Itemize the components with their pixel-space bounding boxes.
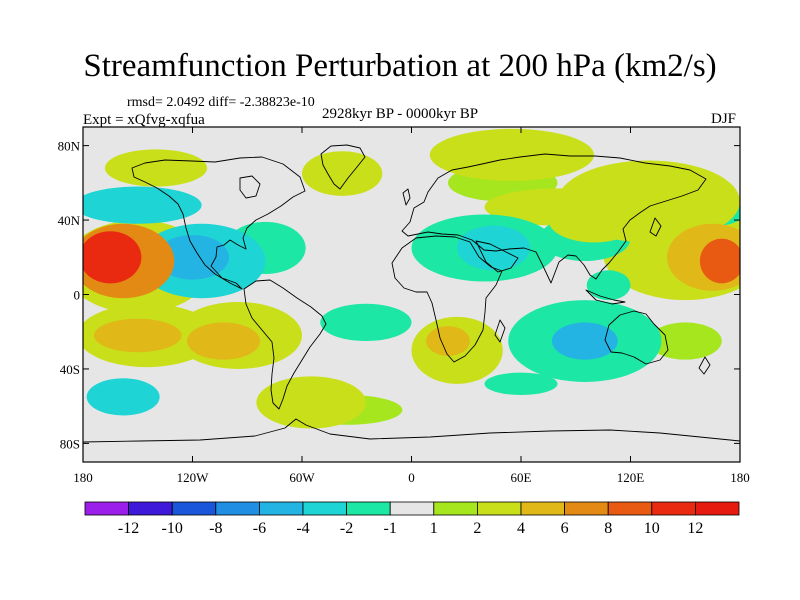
coast-new-zealand xyxy=(698,356,711,375)
coast-antarctica xyxy=(83,418,740,443)
field-blob-31 xyxy=(187,322,261,360)
field-blob-20 xyxy=(83,186,202,224)
coast-hudson-bay xyxy=(239,175,261,199)
coast-madagascar xyxy=(494,319,506,343)
x-tick-label-3: 0 xyxy=(408,470,415,485)
field-blob-25 xyxy=(302,151,383,196)
y-tick-label-2: 0 xyxy=(74,288,81,303)
field-blob-35 xyxy=(83,231,142,284)
colorbar-label-10: 6 xyxy=(561,520,569,537)
colorbar-label-7: 1 xyxy=(430,520,438,537)
coast-south-america xyxy=(243,279,327,410)
coast-japan xyxy=(649,217,662,237)
coast-greenland xyxy=(320,144,366,190)
colorbar-label-1: -10 xyxy=(162,520,183,537)
colorbar-box-4 xyxy=(258,501,304,516)
colorbar-box-5 xyxy=(302,501,347,516)
period-label: 2928kyr BP - 0000kyr BP xyxy=(322,106,479,122)
axes: 80N 40N 0 40S 80S 180 120W 60W 0 60E 120E 180 xyxy=(58,127,750,485)
field-blob-12 xyxy=(484,372,558,396)
coast-australia xyxy=(604,310,669,365)
field-blob-24 xyxy=(256,376,366,429)
colorbar-box-14 xyxy=(695,501,740,516)
stats-line: rmsd= 2.0492 diff= -2.38823e-10 xyxy=(127,95,315,110)
colorbar-label-4: -4 xyxy=(296,520,309,537)
colorbar-box-13 xyxy=(651,501,696,516)
colorbar-label-6: -1 xyxy=(384,520,397,537)
field-blob-10 xyxy=(320,303,412,342)
colorbar: -12 -10 -8 -6 -4 -2 -1 1 2 4 6 8 10 12 xyxy=(84,501,740,537)
colorbar-box-11 xyxy=(564,501,609,516)
colorbar-box-2 xyxy=(171,501,217,516)
x-tick-label-0: 180 xyxy=(73,470,93,485)
coast-eurasia xyxy=(401,153,707,284)
y-tick-label-1: 40N xyxy=(58,213,81,228)
coast-africa xyxy=(391,235,503,363)
field-blob-34 xyxy=(699,238,740,284)
colorbar-box-10 xyxy=(520,501,565,516)
colorbar-label-0: -12 xyxy=(118,520,139,537)
colorbar-box-3 xyxy=(215,501,260,516)
coast-north-america xyxy=(131,156,306,290)
field-blob-17 xyxy=(548,197,640,243)
y-tick-label-3: 40S xyxy=(60,362,80,377)
field-blob-9 xyxy=(586,270,631,301)
field-blob-27 xyxy=(93,318,182,353)
field-blob-30 xyxy=(552,322,618,360)
colorbar-label-9: 4 xyxy=(517,520,525,537)
colorbar-box-6 xyxy=(346,501,391,516)
field-blob-28 xyxy=(426,326,470,356)
colorbar-label-2: -8 xyxy=(209,520,222,537)
x-tick-label-6: 180 xyxy=(730,470,750,485)
coast-uk xyxy=(402,188,411,206)
colorbar-box-12 xyxy=(607,501,653,516)
field-blob-1 xyxy=(648,322,722,360)
colorbar-label-13: 12 xyxy=(687,520,703,537)
colorbar-label-8: 2 xyxy=(473,520,481,537)
x-tick-label-5: 120E xyxy=(617,470,645,485)
x-tick-label-2: 60W xyxy=(289,470,315,485)
field-blob-19 xyxy=(104,149,208,187)
x-tick-label-4: 60E xyxy=(511,470,532,485)
chart-title: Streamfunction Perturbation at 200 hPa (… xyxy=(83,48,717,84)
colorbar-box-9 xyxy=(476,501,522,516)
field-blob-18 xyxy=(429,128,594,181)
coast-arabia xyxy=(475,240,519,273)
experiment-label: Expt = xQfvg-xqfua xyxy=(83,112,205,128)
field-blob-26 xyxy=(457,225,531,271)
colorbar-box-1 xyxy=(128,501,173,516)
x-tick-label-1: 120W xyxy=(177,470,210,485)
colorbar-label-3: -6 xyxy=(253,520,266,537)
colorbar-label-11: 8 xyxy=(604,520,612,537)
field-blob-22 xyxy=(86,378,160,416)
coastlines xyxy=(83,144,740,443)
colorbar-box-8 xyxy=(433,501,478,516)
y-tick-label-4: 80S xyxy=(60,436,80,451)
coast-indonesia xyxy=(585,289,626,305)
colorbar-label-5: -2 xyxy=(340,520,353,537)
y-tick-label-0: 80N xyxy=(58,139,81,154)
colorbar-box-7 xyxy=(389,501,435,516)
field-blob-32 xyxy=(156,234,229,280)
contour-field xyxy=(83,128,740,429)
season-label: DJF xyxy=(711,111,737,127)
colorbar-box-0 xyxy=(84,501,129,516)
colorbar-label-12: 10 xyxy=(644,520,660,537)
